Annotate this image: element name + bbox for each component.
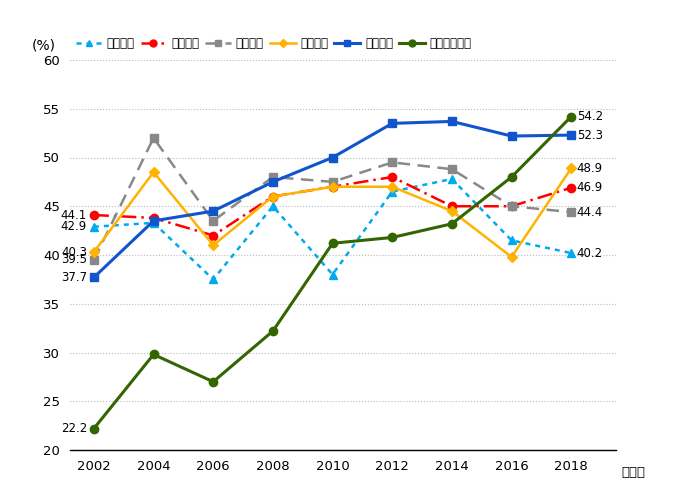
５０歳代 xyxy=(328,184,337,190)
７０歳代以上 xyxy=(567,114,575,119)
７０歳代以上 xyxy=(388,234,396,240)
４０歳代 xyxy=(269,174,277,180)
Text: (%): (%) xyxy=(32,38,56,52)
７０歳代以上 xyxy=(269,328,277,334)
４０歳代 xyxy=(90,257,98,263)
４０歳代 xyxy=(149,135,158,141)
２０歳代 xyxy=(269,203,277,209)
２０歳代 xyxy=(209,276,218,282)
Text: 44.4: 44.4 xyxy=(577,206,603,218)
７０歳代以上 xyxy=(90,426,98,432)
５０歳代 xyxy=(149,169,158,175)
５０歳代 xyxy=(90,249,98,255)
６０歳代 xyxy=(567,132,575,138)
７０歳代以上 xyxy=(448,221,456,227)
５０歳代 xyxy=(567,165,575,171)
２０歳代 xyxy=(567,250,575,256)
Line: ５０歳代: ５０歳代 xyxy=(90,165,575,260)
Legend: ２０歳代, ３０歳代, ４０歳代, ５０歳代, ６０歳代, ７０歳代以上: ２０歳代, ３０歳代, ４０歳代, ５０歳代, ６０歳代, ７０歳代以上 xyxy=(76,37,472,50)
Text: 48.9: 48.9 xyxy=(577,162,603,174)
７０歳代以上 xyxy=(328,240,337,246)
３０歳代 xyxy=(269,194,277,200)
Text: 42.9: 42.9 xyxy=(61,220,87,233)
３０歳代 xyxy=(90,212,98,218)
４０歳代 xyxy=(508,203,516,209)
５０歳代 xyxy=(508,254,516,260)
３０歳代 xyxy=(567,184,575,190)
７０歳代以上 xyxy=(508,174,516,180)
６０歳代 xyxy=(388,120,396,126)
２０歳代 xyxy=(90,224,98,230)
Text: 37.7: 37.7 xyxy=(61,271,87,284)
Line: ４０歳代: ４０歳代 xyxy=(90,134,575,264)
Line: ２０歳代: ２０歳代 xyxy=(90,175,575,284)
５０歳代 xyxy=(448,208,456,214)
２０歳代 xyxy=(149,220,158,226)
Text: 44.1: 44.1 xyxy=(61,208,87,222)
４０歳代 xyxy=(448,166,456,172)
４０歳代 xyxy=(328,179,337,185)
３０歳代 xyxy=(448,203,456,209)
Text: 54.2: 54.2 xyxy=(577,110,603,123)
Text: （年）: （年） xyxy=(622,466,645,478)
Text: 52.3: 52.3 xyxy=(577,128,603,141)
４０歳代 xyxy=(209,218,218,224)
６０歳代 xyxy=(149,218,158,224)
３０歳代 xyxy=(508,203,516,209)
６０歳代 xyxy=(448,118,456,124)
３０歳代 xyxy=(328,184,337,190)
３０歳代 xyxy=(149,215,158,221)
４０歳代 xyxy=(388,160,396,166)
３０歳代 xyxy=(388,174,396,180)
Line: ３０歳代: ３０歳代 xyxy=(90,173,575,240)
２０歳代 xyxy=(388,188,396,194)
７０歳代以上 xyxy=(209,379,218,385)
Text: 40.3: 40.3 xyxy=(61,246,87,258)
６０歳代 xyxy=(269,179,277,185)
５０歳代 xyxy=(388,184,396,190)
Text: 22.2: 22.2 xyxy=(61,422,87,435)
２０歳代 xyxy=(448,176,456,182)
６０歳代 xyxy=(328,154,337,160)
Text: 46.9: 46.9 xyxy=(577,181,603,194)
６０歳代 xyxy=(209,208,218,214)
Line: ６０歳代: ６０歳代 xyxy=(90,118,575,282)
２０歳代 xyxy=(508,238,516,244)
７０歳代以上 xyxy=(149,352,158,358)
２０歳代 xyxy=(328,272,337,278)
５０歳代 xyxy=(269,194,277,200)
３０歳代 xyxy=(209,232,218,238)
５０歳代 xyxy=(209,242,218,248)
４０歳代 xyxy=(567,209,575,215)
６０歳代 xyxy=(508,133,516,139)
６０歳代 xyxy=(90,274,98,280)
Line: ７０歳代以上: ７０歳代以上 xyxy=(90,112,575,432)
Text: 40.2: 40.2 xyxy=(577,246,603,260)
Text: 39.5: 39.5 xyxy=(61,254,87,266)
